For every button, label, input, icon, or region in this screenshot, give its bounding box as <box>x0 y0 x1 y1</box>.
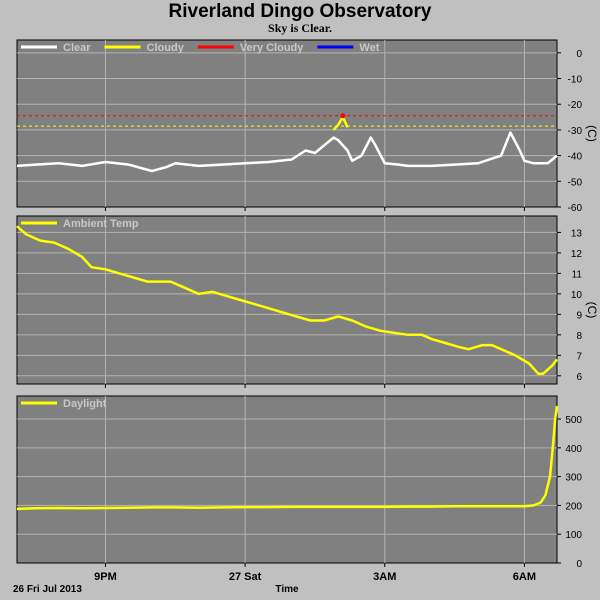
y-tick-label: -10 <box>568 75 583 86</box>
y-unit-label: (C) <box>585 125 599 142</box>
plot-area <box>16 39 558 208</box>
x-tick-label: 6AM <box>513 571 536 583</box>
plot-area <box>16 395 558 564</box>
page-title: Riverland Dingo Observatory <box>168 1 432 22</box>
y-tick-label: 12 <box>571 249 583 260</box>
y-tick-label: 0 <box>576 49 582 60</box>
x-axis-label: Time <box>275 584 299 595</box>
y-tick-label: 13 <box>571 228 583 239</box>
y-tick-label: 6 <box>576 372 582 383</box>
y-tick-label: -50 <box>568 177 583 188</box>
y-tick-label: 200 <box>565 501 582 512</box>
series-line-daylight <box>16 405 559 511</box>
chart-panel-1: 0 -10 -20 -30 -40 -50 -60 (C) Clear Cloudy Very Cl… <box>16 39 599 214</box>
y-tick-label: 11 <box>572 269 583 280</box>
y-unit-label: (C) <box>585 302 599 319</box>
series-line-ambient-temp <box>16 225 558 376</box>
date-label: 26 Fri Jul 2013 <box>13 584 82 595</box>
legend-label: Cloudy <box>147 42 185 54</box>
x-tick-label: 9PM <box>94 571 117 583</box>
x-tick-label: 27 Sat <box>229 571 262 583</box>
chart-panel-2: 13 12 11 10 9 8 7 6 (C) Ambient Temp <box>16 215 599 388</box>
x-tick-label: 3AM <box>373 571 396 583</box>
series-line-clear <box>16 131 558 173</box>
y-tick-label: -20 <box>568 100 583 111</box>
y-tick-label: 500 <box>565 415 582 426</box>
chart-panel-3: 500 400 300 200 100 0 Daylight <box>16 395 582 570</box>
y-tick-label: 7 <box>576 351 582 362</box>
y-tick-label: -60 <box>568 203 583 214</box>
y-tick-label: 9 <box>576 310 582 321</box>
legend-label: Daylight <box>63 398 107 410</box>
y-tick-label: 10 <box>571 290 583 301</box>
y-tick-label: 300 <box>565 473 582 484</box>
y-tick-label: -30 <box>568 126 583 137</box>
legend-label: Wet <box>359 42 379 54</box>
y-tick-label: 0 <box>576 559 582 570</box>
legend-label: Clear <box>63 42 91 54</box>
plot-area <box>16 215 558 385</box>
series-line-cloudy <box>332 115 349 131</box>
y-tick-label: 100 <box>565 530 582 541</box>
sky-status: Sky is Clear. <box>268 21 332 35</box>
legend-label: Very Cloudy <box>240 42 304 54</box>
y-tick-label: -40 <box>568 152 583 163</box>
y-tick-label: 8 <box>576 331 582 342</box>
y-tick-label: 400 <box>565 444 582 455</box>
legend-label: Ambient Temp <box>63 218 139 230</box>
series-point-very-cloudy <box>340 113 346 119</box>
